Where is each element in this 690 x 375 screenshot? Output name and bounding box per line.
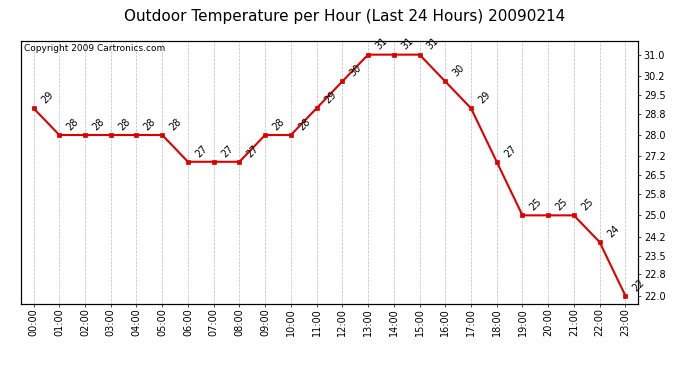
Text: 28: 28 xyxy=(90,116,106,132)
Text: 28: 28 xyxy=(297,116,313,132)
Text: 28: 28 xyxy=(168,116,184,132)
Text: 28: 28 xyxy=(142,116,158,132)
Text: 25: 25 xyxy=(554,196,570,213)
Text: 28: 28 xyxy=(270,116,286,132)
Text: 27: 27 xyxy=(245,143,261,159)
Text: 31: 31 xyxy=(400,36,415,52)
Text: 27: 27 xyxy=(219,143,235,159)
Text: Copyright 2009 Cartronics.com: Copyright 2009 Cartronics.com xyxy=(23,44,165,53)
Text: 30: 30 xyxy=(348,63,364,79)
Text: 29: 29 xyxy=(39,90,55,105)
Text: 29: 29 xyxy=(477,90,493,105)
Text: 22: 22 xyxy=(631,277,647,293)
Text: 27: 27 xyxy=(502,143,518,159)
Text: 28: 28 xyxy=(117,116,132,132)
Text: 25: 25 xyxy=(528,196,544,213)
Text: 27: 27 xyxy=(193,143,210,159)
Text: Outdoor Temperature per Hour (Last 24 Hours) 20090214: Outdoor Temperature per Hour (Last 24 Ho… xyxy=(124,9,566,24)
Text: 24: 24 xyxy=(605,224,621,239)
Text: 30: 30 xyxy=(451,63,466,79)
Text: 28: 28 xyxy=(65,116,81,132)
Text: 31: 31 xyxy=(425,36,441,52)
Text: 29: 29 xyxy=(322,90,338,105)
Text: 25: 25 xyxy=(580,196,595,213)
Text: 31: 31 xyxy=(373,36,389,52)
